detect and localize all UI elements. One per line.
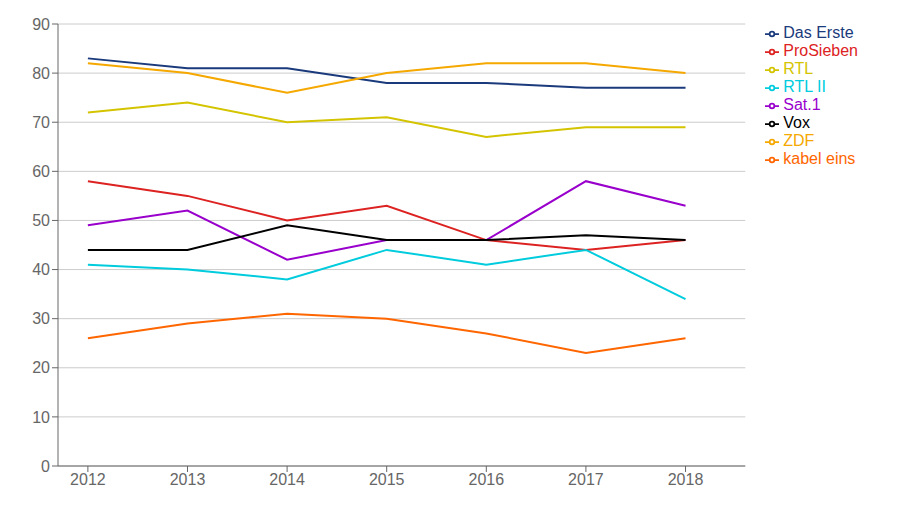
svg-text:50: 50: [32, 212, 50, 229]
svg-text:2015: 2015: [369, 471, 405, 488]
html-text:ZDF: ZDF: [783, 132, 815, 149]
svg-text:2012: 2012: [70, 471, 106, 488]
html-text:Das Erste: Das Erste: [783, 24, 854, 41]
svg-text:60: 60: [32, 163, 50, 180]
svg-text:40: 40: [32, 261, 50, 278]
svg-text:0: 0: [41, 458, 50, 475]
svg-text:2014: 2014: [269, 471, 305, 488]
html-text:kabel eins: kabel eins: [783, 150, 856, 167]
svg-text:70: 70: [32, 114, 50, 131]
svg-text:10: 10: [32, 409, 50, 426]
svg-text:2018: 2018: [668, 471, 704, 488]
svg-text:2017: 2017: [568, 471, 604, 488]
html-text:ProSieben: ProSieben: [783, 42, 858, 59]
svg-text:30: 30: [32, 310, 50, 327]
html-text:RTL II: RTL II: [783, 78, 826, 95]
svg-text:2016: 2016: [469, 471, 505, 488]
html-text:Vox: Vox: [783, 114, 810, 131]
svg-text:20: 20: [32, 359, 50, 376]
svg-text:90: 90: [32, 16, 50, 33]
html-text:Sat.1: Sat.1: [783, 96, 821, 113]
svg-text:2013: 2013: [170, 471, 206, 488]
html-text:RTL: RTL: [783, 60, 814, 77]
svg-text:80: 80: [32, 65, 50, 82]
